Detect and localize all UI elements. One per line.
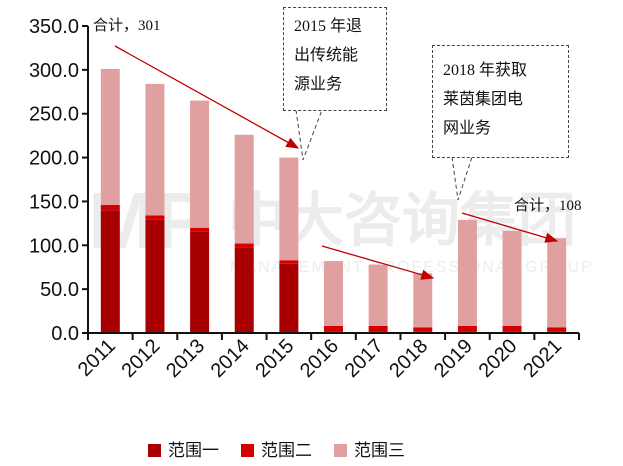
- bar-2020-series-3: [502, 230, 522, 326]
- legend-swatch: [334, 444, 347, 457]
- bar-2015-series-3: [279, 157, 299, 261]
- x-tick-label: 2019: [430, 335, 477, 382]
- bar-2014-series-1: [234, 247, 254, 333]
- x-tick-label: 2021: [519, 335, 566, 382]
- trend-arrow-2016-2018: [321, 245, 435, 280]
- callout-line: 出传统能: [294, 47, 359, 64]
- trend-arrow-2019-2021: [461, 212, 559, 243]
- bar-2012-series-3: [145, 83, 165, 216]
- callout-line: 2018 年获取: [443, 62, 528, 79]
- y-tick-label: 200.0: [29, 148, 79, 170]
- bar-2021-series-3: [547, 238, 567, 328]
- legend-item-scope2: 范围二: [241, 436, 312, 461]
- bar-2011-series-2: [100, 204, 120, 211]
- y-tick-label: 0.0: [51, 323, 79, 345]
- legend-swatch: [241, 444, 254, 457]
- bar-2014-series-3: [234, 134, 254, 244]
- bar-2013-series-1: [190, 231, 210, 333]
- y-tick-label: 350.0: [29, 16, 79, 38]
- legend-swatch: [148, 444, 161, 457]
- bar-2013-series-3: [190, 100, 210, 228]
- x-tick-label: 2015: [251, 335, 298, 382]
- legend: 范围一 范围二 范围三: [148, 436, 405, 461]
- watermark-en: MANAGEMENT PROFESSIONAL GROUP: [230, 259, 594, 276]
- callout-line: 2015 年退: [294, 18, 363, 35]
- bar-2018-series-3: [413, 273, 433, 328]
- bar-2018-series-2: [413, 327, 433, 332]
- bar-2014-series-2: [234, 243, 254, 248]
- bar-2017-series-2: [368, 325, 388, 332]
- callout-pointer-2018: [451, 156, 473, 201]
- legend-item-scope3: 范围三: [334, 436, 405, 461]
- y-tick-label: 100.0: [29, 235, 79, 257]
- total-label-2021: 合计，108: [514, 197, 582, 214]
- callout-2015: 2015 年退 出传统能 源业务: [283, 7, 387, 111]
- bar-2013-series-2: [190, 227, 210, 232]
- bar-2015-series-2: [279, 260, 299, 264]
- legend-label: 范围二: [261, 441, 312, 461]
- x-tick-label: 2014: [207, 335, 254, 382]
- bar-2017-series-3: [368, 264, 388, 326]
- x-tick-label: 2013: [162, 335, 209, 382]
- y-tick-label: 250.0: [29, 104, 79, 126]
- bar-2019-series-2: [457, 325, 477, 332]
- bar-2021-series-2: [547, 327, 567, 332]
- bar-2011-series-1: [100, 210, 120, 333]
- callout-pointer-2015: [295, 109, 323, 161]
- y-tick-label: 300.0: [29, 60, 79, 82]
- y-tick-label: 150.0: [29, 191, 79, 213]
- trend-arrow-2011-2015: [114, 45, 300, 149]
- legend-item-scope1: 范围一: [148, 436, 219, 461]
- x-tick-label: 2017: [341, 335, 388, 382]
- bar-2015-series-1: [279, 263, 299, 333]
- bar-2019-series-3: [457, 219, 477, 326]
- x-tick-label: 2012: [117, 335, 164, 382]
- x-tick-label: 2020: [475, 335, 522, 382]
- bar-2016-series-3: [324, 261, 343, 326]
- bar-2012-series-2: [145, 215, 165, 220]
- x-tick-label: 2016: [296, 335, 343, 382]
- bar-2011-series-3: [100, 68, 120, 205]
- bar-2012-series-1: [145, 219, 165, 333]
- y-tick-label: 50.0: [40, 279, 79, 301]
- x-tick-label: 2018: [385, 335, 432, 382]
- callout-2018: 2018 年获取 莱茵集团电 网业务: [432, 45, 569, 158]
- x-tick-label: 2011: [74, 335, 120, 381]
- callout-line: 网业务: [443, 120, 492, 137]
- callout-line: 源业务: [294, 76, 343, 93]
- legend-label: 范围三: [354, 441, 405, 461]
- total-label-2011: 合计，301: [93, 17, 161, 34]
- callout-line: 莱茵集团电: [443, 91, 524, 108]
- legend-label: 范围一: [168, 441, 219, 461]
- bar-2020-series-2: [502, 325, 522, 332]
- bar-2016-series-2: [324, 325, 343, 332]
